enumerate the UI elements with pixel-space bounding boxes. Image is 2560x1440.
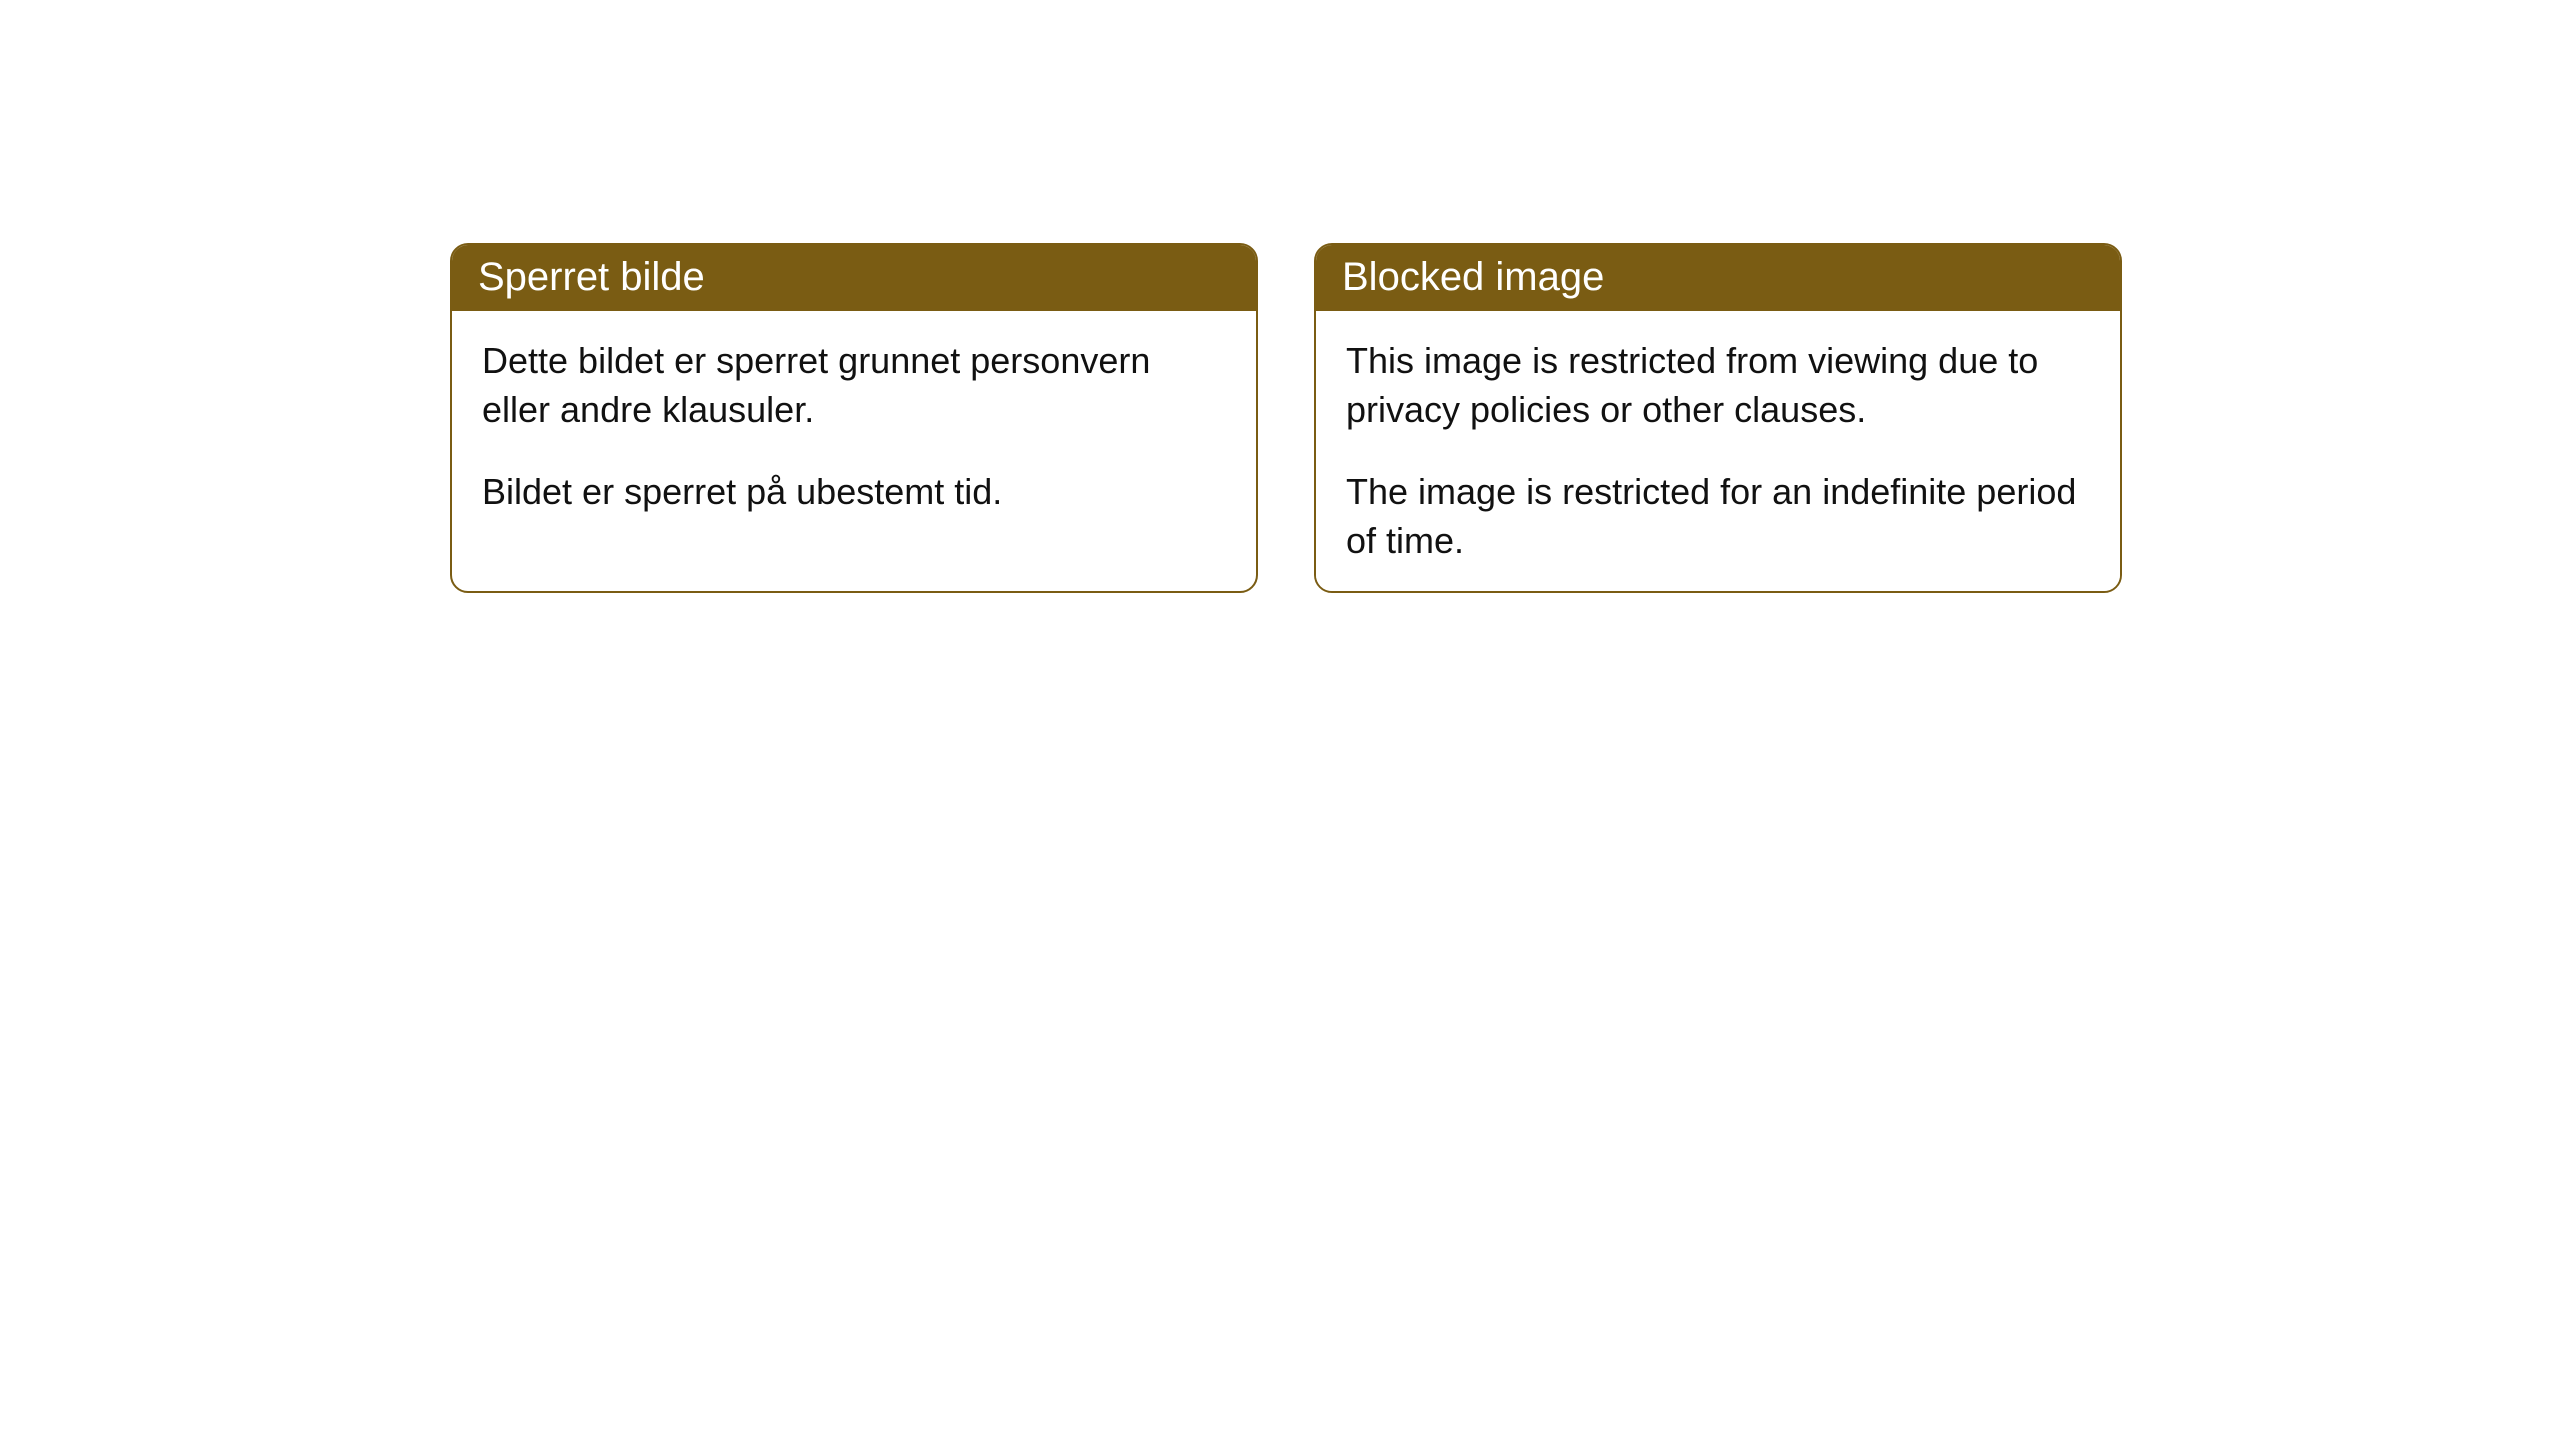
card-paragraph-no-2: Bildet er sperret på ubestemt tid. [482,468,1226,517]
card-title-en: Blocked image [1316,245,2120,311]
blocked-image-card-en: Blocked image This image is restricted f… [1314,243,2122,593]
notice-cards-container: Sperret bilde Dette bildet er sperret gr… [450,243,2122,593]
card-body-no: Dette bildet er sperret grunnet personve… [452,311,1256,561]
card-paragraph-no-1: Dette bildet er sperret grunnet personve… [482,337,1226,434]
card-paragraph-en-1: This image is restricted from viewing du… [1346,337,2090,434]
card-title-no: Sperret bilde [452,245,1256,311]
card-paragraph-en-2: The image is restricted for an indefinit… [1346,468,2090,565]
card-body-en: This image is restricted from viewing du… [1316,311,2120,591]
blocked-image-card-no: Sperret bilde Dette bildet er sperret gr… [450,243,1258,593]
